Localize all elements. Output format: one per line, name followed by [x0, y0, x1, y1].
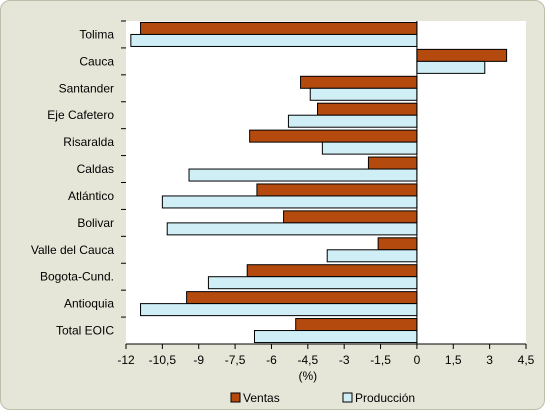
bar-ventas-bogota-cund [246, 264, 418, 278]
x-axis-ticks: -12 -10,5 -9 -7,5 -6 -4,5 -3 -1,5 0 1,5 3 4,5 [117, 344, 535, 367]
bar-ventas-valle-del-cauca [377, 237, 418, 251]
bar-ventas-antioquia [186, 291, 418, 305]
x-tick-label-6: -6 [266, 353, 277, 367]
bar-produccion-bolivar [166, 222, 418, 236]
bar-ventas-risaralda [249, 129, 418, 143]
category-label-santander: Santander [59, 81, 114, 95]
x-tick-label-0: 0 [414, 353, 421, 367]
category-label-bogota-cund: Bogota-Cund. [40, 270, 114, 284]
bar-produccion-antioquia [140, 303, 418, 317]
bar-ventas-eje-cafetero [317, 102, 418, 116]
category-label-risaralda: Risaralda [63, 135, 114, 149]
category-label-caldas: Caldas [77, 162, 114, 176]
category-label-eje-cafetero: Eje Cafetero [47, 108, 114, 122]
plot-area [126, 21, 526, 344]
x-tick-label-12: -12 [117, 353, 135, 367]
x-tick-label-1-5: -1,5 [370, 353, 391, 367]
legend-label-ventas: Ventas [243, 391, 280, 405]
category-label-tolima: Tolima [79, 27, 114, 41]
x-tick-label-7-5: -7,5 [225, 353, 246, 367]
legend-swatch-ventas [230, 392, 241, 403]
category-label-antioquia: Antioquia [64, 297, 114, 311]
x-tick-label-1-5: 1,5 [445, 353, 462, 367]
bar-ventas-atlantico [256, 183, 418, 197]
x-tick-label-3: 3 [486, 353, 493, 367]
bar-ventas-bolivar [283, 210, 418, 224]
category-labels: Tolima Cauca Santander Eje Cafetero Risarald… [31, 20, 126, 338]
bar-produccion-atlantico [161, 195, 418, 209]
bar-ventas-caldas [367, 156, 418, 170]
bar-produccion-risaralda [321, 141, 418, 155]
bar-ventas-cauca [416, 48, 508, 62]
legend: Ventas Producción [230, 391, 415, 405]
bar-ventas-santander [300, 75, 418, 89]
bar-produccion-eje-cafetero [287, 114, 418, 128]
x-tick-label-4-5: -4,5 [297, 353, 318, 367]
bar-produccion-cauca [416, 60, 486, 74]
x-tick-label-9: -9 [193, 353, 204, 367]
legend-swatch-produccion [342, 392, 353, 403]
bar-ventas-tolima [140, 21, 418, 35]
category-label-cauca: Cauca [79, 54, 114, 68]
category-label-valle-del-cauca: Valle del Cauca [31, 243, 114, 257]
bar-produccion-caldas [188, 168, 418, 182]
category-label-total-eoic: Total EOIC [56, 324, 114, 338]
bar-produccion-total-eoic [253, 330, 418, 344]
x-tick-label-10-5: -10,5 [149, 353, 177, 367]
category-label-bolivar: Bolivar [77, 216, 114, 230]
legend-label-produccion: Producción [355, 391, 415, 405]
bar-produccion-tolima [130, 33, 418, 47]
bar-produccion-valle-del-cauca [326, 249, 418, 263]
category-label-atlantico: Atlántico [68, 189, 114, 203]
x-axis-title: (%) [298, 369, 317, 383]
bar-produccion-bogota-cund [207, 276, 418, 290]
bar-ventas-total-eoic [295, 318, 418, 332]
x-tick-label-4-5: 4,5 [518, 353, 535, 367]
x-tick-label-3: -3 [339, 353, 350, 367]
bar-produccion-santander [309, 87, 418, 101]
